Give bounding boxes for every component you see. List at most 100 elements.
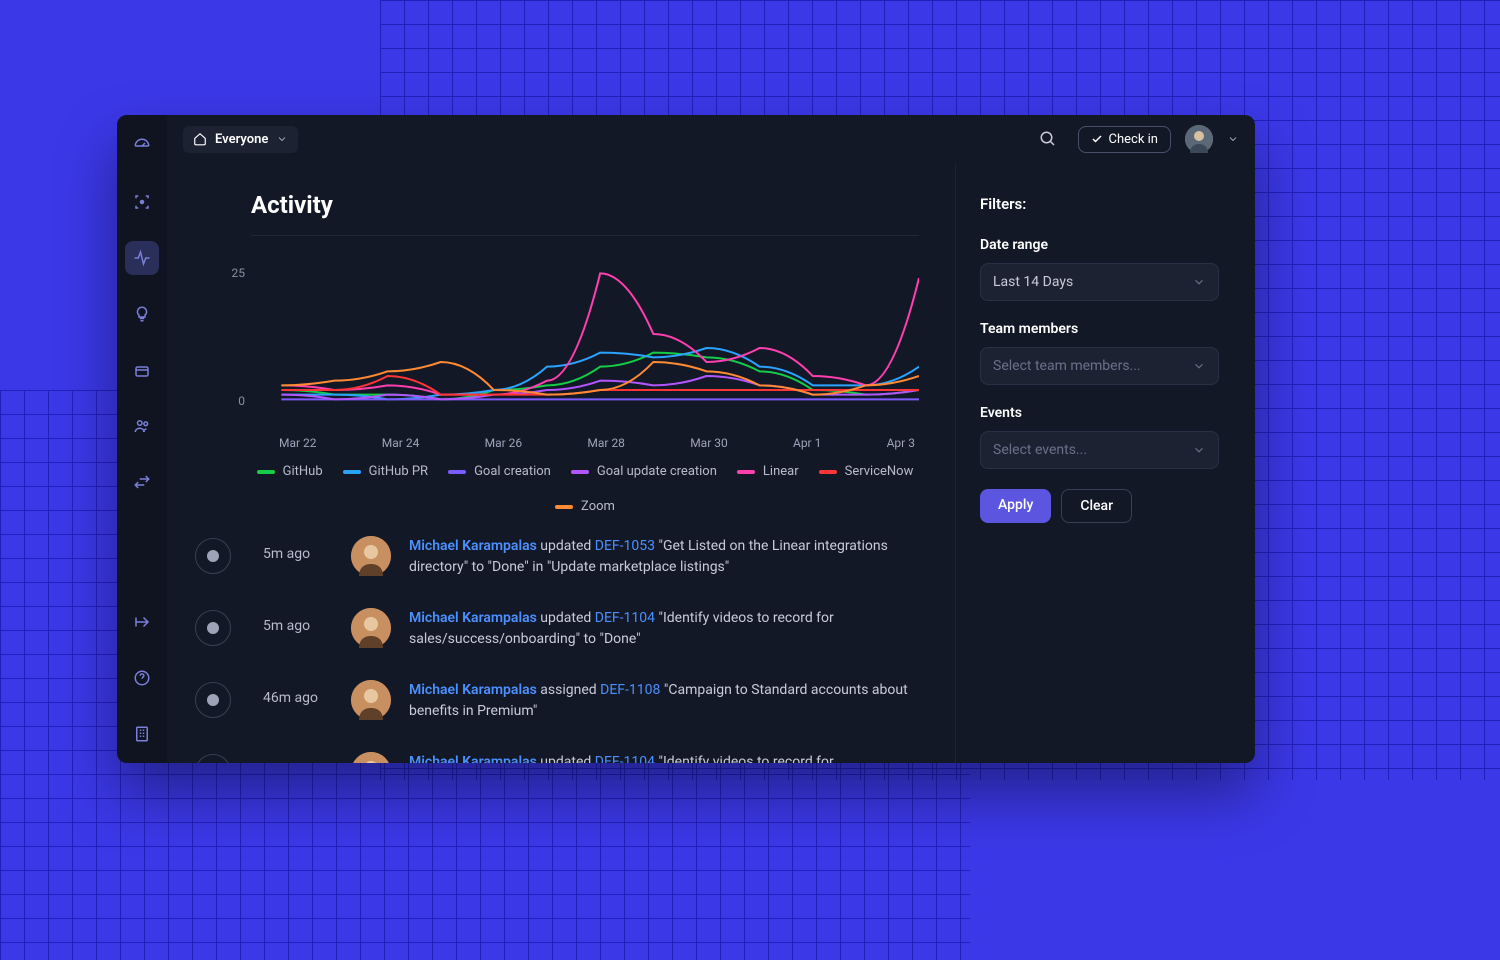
sidebar xyxy=(117,115,167,763)
topbar: Everyone Check in xyxy=(167,115,1255,163)
chevron-down-icon xyxy=(276,133,288,145)
x-tick: Mar 22 xyxy=(279,436,317,450)
feed-ticket-link[interactable]: DEF-1104 xyxy=(595,610,655,626)
legend-swatch xyxy=(555,505,573,509)
check-icon xyxy=(1091,133,1103,145)
date-range-select[interactable]: Last 14 Days xyxy=(980,263,1219,301)
date-range-label: Date range xyxy=(980,237,1219,253)
chevron-down-icon xyxy=(1192,275,1206,289)
feed-user-link[interactable]: Michael Karampalas xyxy=(409,754,537,763)
feed-text: Michael Karampalas updated DEF-1053 "Get… xyxy=(409,532,909,594)
legend-item[interactable]: GitHub xyxy=(257,464,323,479)
user-avatar[interactable] xyxy=(1185,125,1213,153)
feed-text: Michael Karampalas updated DEF-1104 "Ide… xyxy=(409,604,909,666)
checkin-label: Check in xyxy=(1109,132,1158,147)
chevron-down-icon xyxy=(1192,359,1206,373)
clear-button[interactable]: Clear xyxy=(1061,489,1132,523)
sidebar-item-activity[interactable] xyxy=(125,241,159,275)
legend-item[interactable]: Linear xyxy=(737,464,799,479)
app-window: Everyone Check in Activity 25 xyxy=(117,115,1255,763)
x-tick: Mar 30 xyxy=(690,436,728,450)
events-select[interactable]: Select events... xyxy=(980,431,1219,469)
filters-panel: Filters: Date range Last 14 Days Team me… xyxy=(955,163,1255,763)
feed-text: Michael Karampalas assigned DEF-1108 "Ca… xyxy=(409,676,909,738)
feed-source-icon xyxy=(195,610,231,646)
legend-label: Goal update creation xyxy=(597,464,717,479)
feed-row: 5m ago Michael Karampalas updated DEF-11… xyxy=(181,604,919,676)
feed-time: 5m ago xyxy=(263,604,333,634)
divider xyxy=(251,235,919,236)
feed-ticket-link[interactable]: DEF-1053 xyxy=(595,538,655,554)
legend-label: Goal creation xyxy=(474,464,551,479)
sidebar-item-dashboard[interactable] xyxy=(125,129,159,163)
legend-swatch xyxy=(819,470,837,474)
body: Activity 25 0 Mar 22Mar 24Mar 26Mar 28Ma… xyxy=(167,163,1255,763)
feed-ticket-link[interactable]: DEF-1108 xyxy=(600,682,660,698)
home-icon xyxy=(193,132,207,146)
page-title: Activity xyxy=(251,191,919,219)
sidebar-item-team[interactable] xyxy=(125,409,159,443)
y-tick-25: 25 xyxy=(232,266,246,280)
chart-series xyxy=(281,273,919,394)
sidebar-item-inbox[interactable] xyxy=(125,353,159,387)
search-button[interactable] xyxy=(1032,123,1064,155)
sidebar-item-ideas[interactable] xyxy=(125,297,159,331)
search-icon xyxy=(1039,130,1057,148)
legend-item[interactable]: ServiceNow xyxy=(819,464,914,479)
x-axis-labels: Mar 22Mar 24Mar 26Mar 28Mar 30Apr 1Apr 3 xyxy=(251,432,919,450)
sidebar-item-focus[interactable] xyxy=(125,185,159,219)
events-label: Events xyxy=(980,405,1219,421)
x-tick: Mar 28 xyxy=(587,436,625,450)
feed-avatar[interactable] xyxy=(351,752,391,763)
y-tick-0: 0 xyxy=(238,394,245,408)
legend-label: Linear xyxy=(763,464,799,479)
sidebar-item-org[interactable] xyxy=(125,717,159,751)
feed-user-link[interactable]: Michael Karampalas xyxy=(409,538,537,554)
legend-label: GitHub PR xyxy=(369,464,428,479)
sidebar-item-help[interactable] xyxy=(125,661,159,695)
team-members-placeholder: Select team members... xyxy=(993,358,1141,374)
chevron-down-icon xyxy=(1192,443,1206,457)
legend-label: ServiceNow xyxy=(845,464,914,479)
sidebar-item-collapse[interactable] xyxy=(125,605,159,639)
feed-user-link[interactable]: Michael Karampalas xyxy=(409,610,537,626)
legend-item[interactable]: Goal update creation xyxy=(571,464,717,479)
feed-row: 46m ago Michael Karampalas assigned DEF-… xyxy=(181,676,919,748)
checkin-button[interactable]: Check in xyxy=(1078,126,1171,153)
legend-item[interactable]: Goal creation xyxy=(448,464,551,479)
feed-source-icon xyxy=(195,538,231,574)
feed-ticket-link[interactable]: DEF-1104 xyxy=(595,754,655,763)
events-placeholder: Select events... xyxy=(993,442,1087,458)
legend-label: GitHub xyxy=(283,464,323,479)
sidebar-item-sync[interactable] xyxy=(125,465,159,499)
legend-item[interactable]: GitHub PR xyxy=(343,464,428,479)
feed-row: 2h ago Michael Karampalas updated DEF-11… xyxy=(181,748,919,763)
main-area: Everyone Check in Activity 25 xyxy=(167,115,1255,763)
feed-time: 46m ago xyxy=(263,676,333,706)
team-members-select[interactable]: Select team members... xyxy=(980,347,1219,385)
breadcrumb-label: Everyone xyxy=(215,132,268,147)
legend-swatch xyxy=(448,470,466,474)
feed-user-link[interactable]: Michael Karampalas xyxy=(409,682,537,698)
legend-swatch xyxy=(737,470,755,474)
legend-swatch xyxy=(571,470,589,474)
feed-avatar[interactable] xyxy=(351,608,391,648)
legend-item[interactable]: Zoom xyxy=(555,499,615,514)
feed-avatar[interactable] xyxy=(351,536,391,576)
x-tick: Mar 26 xyxy=(485,436,523,450)
date-range-value: Last 14 Days xyxy=(993,274,1073,290)
filters-title: Filters: xyxy=(980,195,1219,213)
avatar-icon xyxy=(1185,125,1213,153)
activity-feed: 5m ago Michael Karampalas updated DEF-10… xyxy=(181,532,919,763)
user-menu-chevron-icon[interactable] xyxy=(1227,133,1239,145)
legend-label: Zoom xyxy=(581,499,615,514)
feed-source-icon xyxy=(195,754,231,763)
breadcrumb-home[interactable]: Everyone xyxy=(183,126,298,153)
apply-button[interactable]: Apply xyxy=(980,489,1051,523)
legend-swatch xyxy=(257,470,275,474)
feed-avatar[interactable] xyxy=(351,680,391,720)
legend-swatch xyxy=(343,470,361,474)
team-members-label: Team members xyxy=(980,321,1219,337)
activity-chart: 25 0 xyxy=(251,254,919,424)
feed-row: 5m ago Michael Karampalas updated DEF-10… xyxy=(181,532,919,604)
